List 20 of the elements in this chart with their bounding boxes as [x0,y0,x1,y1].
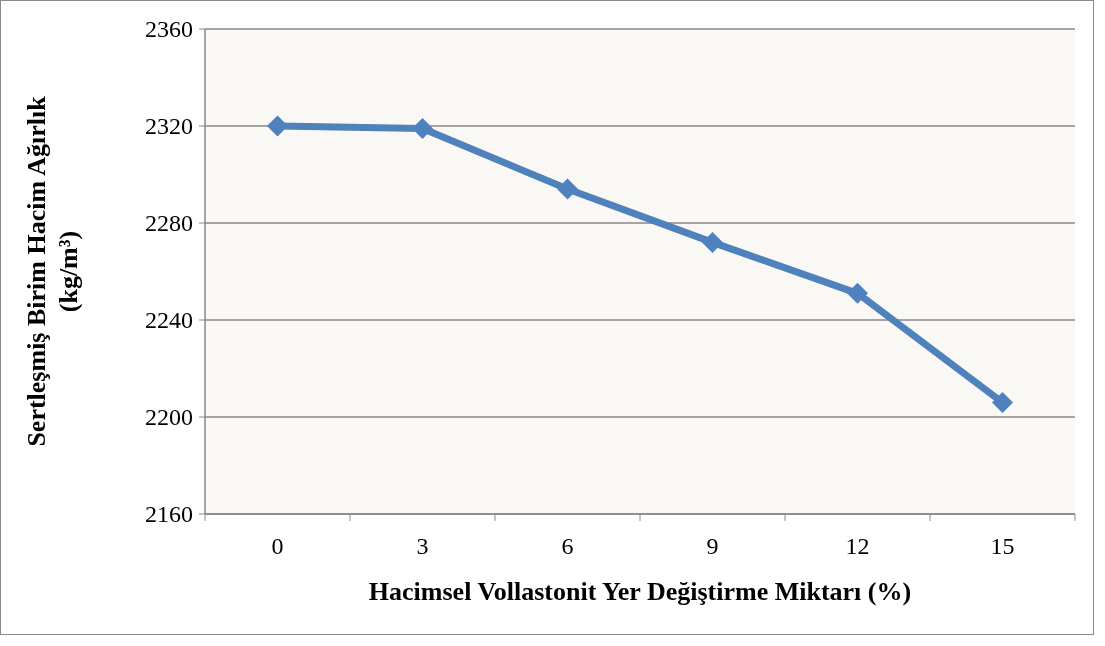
x-tick-label: 0 [271,533,284,559]
x-tick-label: 3 [416,533,429,559]
x-axis-title: Hacimsel Vollastonit Yer Değiştirme Miktarı (%) [368,577,912,606]
y-tick-label: 2280 [145,210,193,237]
point [412,117,433,139]
point [702,231,723,253]
x-tick-label: 15 [990,533,1015,559]
x-tick-label: 6 [561,533,574,559]
point [267,115,288,137]
x-tick-label: 9 [706,533,719,559]
y-tick-label: 2160 [145,501,193,528]
point [992,391,1013,413]
y-tick-label: 2320 [145,113,193,140]
y-tick-label: 2360 [145,16,193,43]
y-tick-label: 2200 [145,404,193,431]
y-tick-label: 2240 [145,307,193,334]
x-tick-label: 12 [845,533,870,559]
y-axis-title: Sertleşmiş Birim Hacim Ağırlık (kg/m³) [22,95,83,447]
point [557,178,578,200]
point [847,282,868,304]
